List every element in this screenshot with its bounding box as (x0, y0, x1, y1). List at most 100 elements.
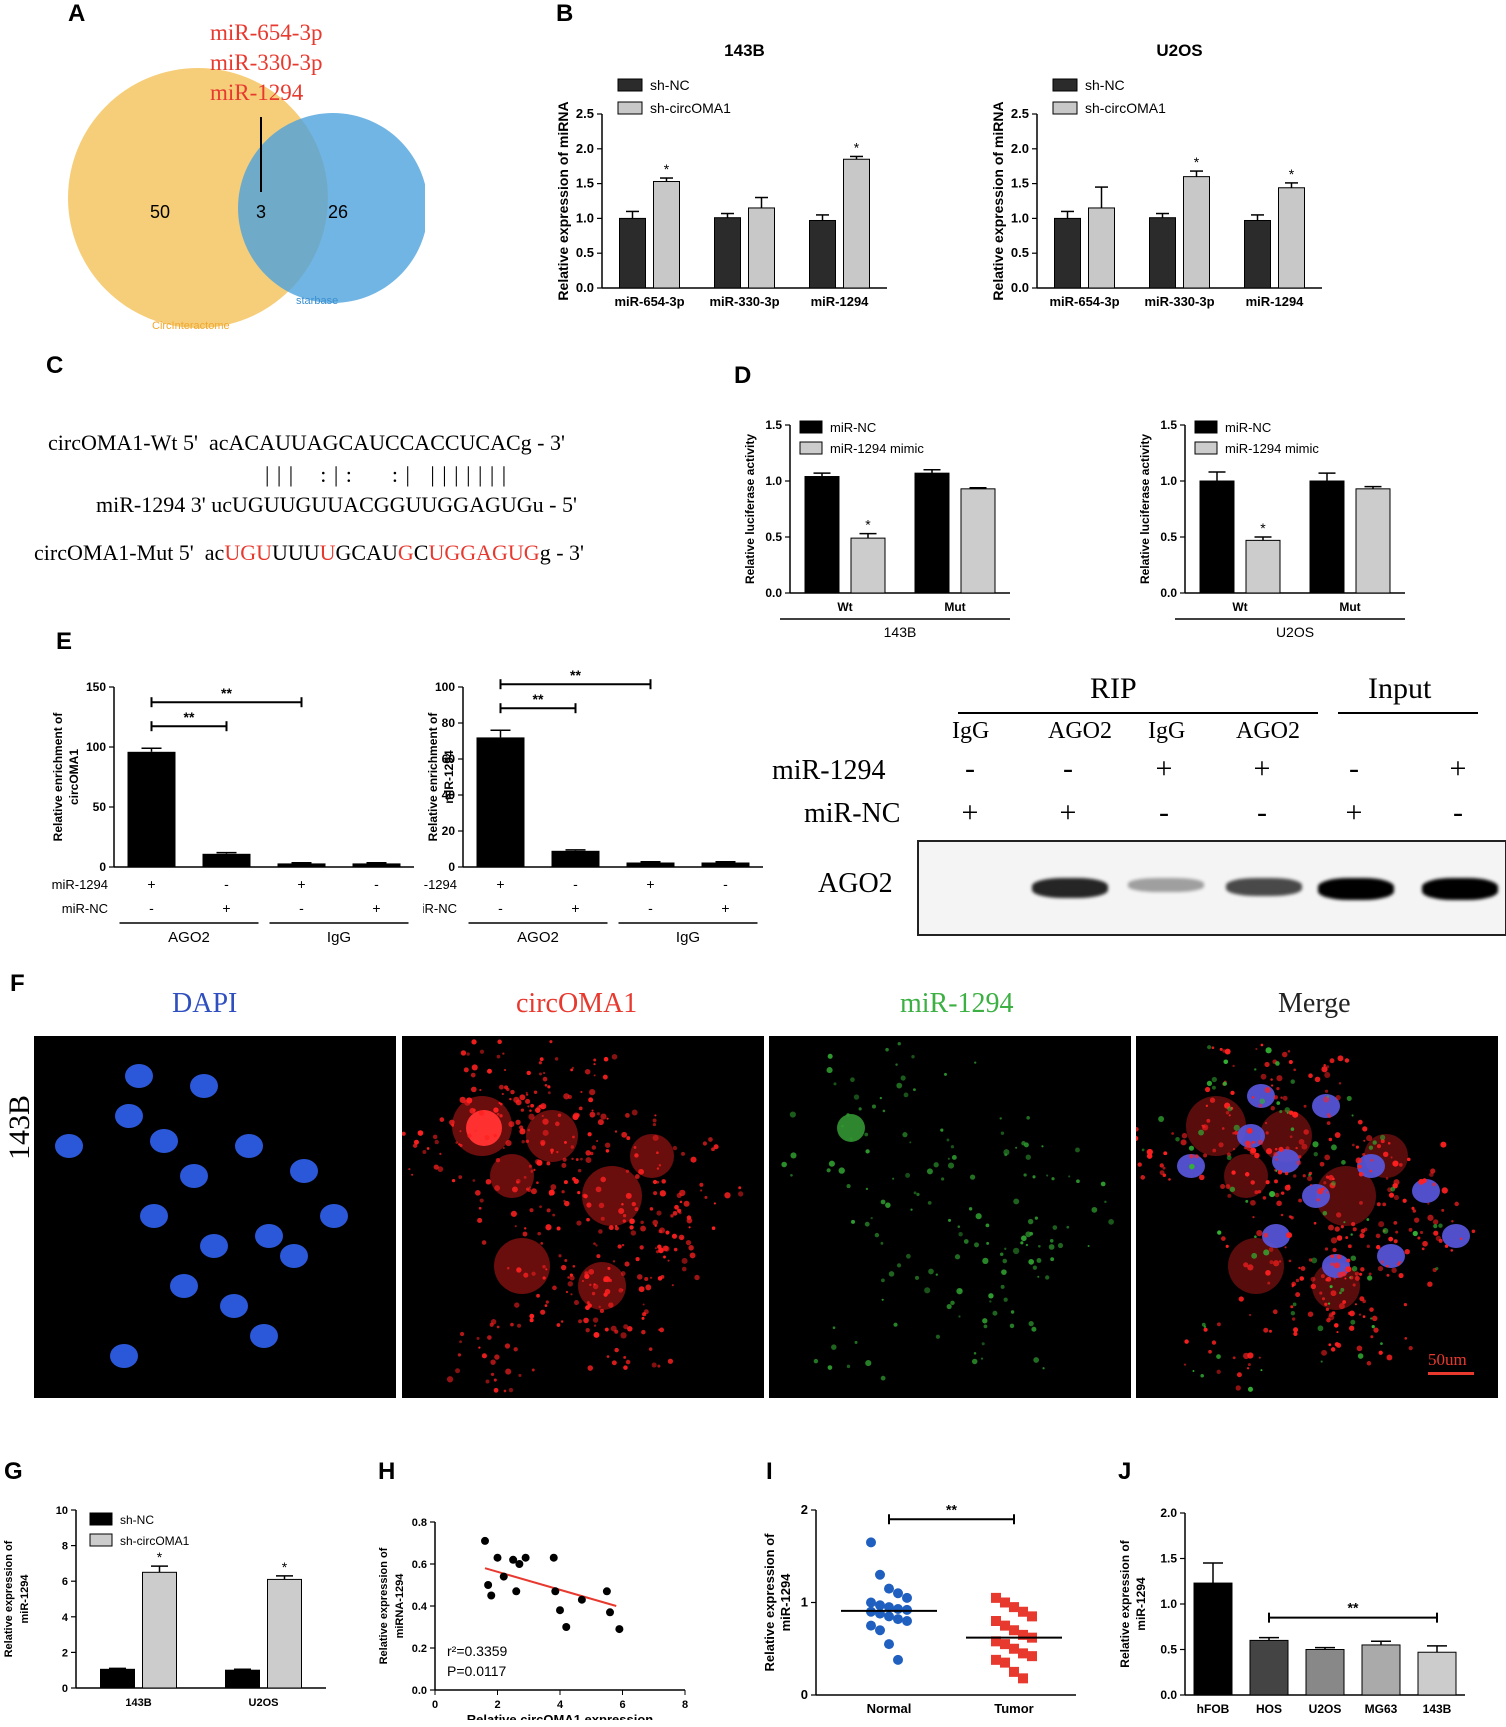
circ-signal (1298, 1139, 1305, 1145)
bar (748, 207, 775, 289)
circ-signal (446, 1376, 454, 1383)
mir-signal (928, 1268, 934, 1275)
mir-signal (963, 1239, 969, 1244)
circ-signal (638, 1286, 645, 1293)
circ-signal (437, 1166, 444, 1173)
mir-signal (933, 1162, 939, 1168)
y-tick-label: 0.0 (412, 1685, 427, 1697)
sign-row2: - (299, 900, 304, 916)
y-tick-label: 0.0 (1160, 586, 1177, 600)
circ-signal (1254, 1152, 1260, 1159)
circ-signal (627, 1326, 633, 1332)
circ-signal (680, 1236, 684, 1240)
mir-signal (958, 1315, 961, 1318)
y-tick-label: 20 (442, 824, 456, 838)
circ-signal (585, 1157, 592, 1164)
blot-sign-mir1294: - (965, 752, 975, 785)
mir-signal (1275, 1061, 1280, 1066)
circ-signal (607, 1266, 611, 1270)
chart-e-circoma1: 0 50 100 150 Relative enrichment of circOMA1 +… (51, 680, 414, 946)
circ-signal (1317, 1188, 1324, 1195)
circ-signal (588, 1097, 594, 1103)
circ-signal (1298, 1198, 1302, 1203)
circ-signal (1278, 1146, 1284, 1152)
circ-signal (625, 1192, 632, 1199)
circ-signal (656, 1167, 660, 1170)
sign-row1: + (496, 876, 504, 892)
mir-signal (879, 1096, 882, 1100)
mir-signal (946, 1303, 952, 1310)
circ-signal (653, 1191, 658, 1196)
circ-signal (1380, 1260, 1385, 1264)
circ-signal (1232, 1356, 1236, 1360)
data-point-tumor (991, 1636, 1001, 1647)
mir-signal (1223, 1059, 1229, 1065)
circ-signal (1181, 1132, 1188, 1139)
panel-label-i: I (766, 1458, 773, 1485)
circ-signal (528, 1113, 535, 1120)
circ-signal (509, 1097, 512, 1101)
circ-signal (575, 1158, 579, 1161)
circ-signal (1257, 1190, 1262, 1194)
circ-signal (1345, 1236, 1349, 1239)
circ-signal (540, 1242, 544, 1245)
circ-signal (641, 1329, 646, 1335)
annotation-r2: r²=0.3359 (447, 1643, 508, 1659)
circ-signal (563, 1093, 570, 1100)
mir-signal (968, 1207, 973, 1211)
circ-signal (578, 1106, 583, 1111)
y-tick-label: 100 (435, 680, 455, 694)
row2-label: miR-NC (423, 901, 457, 916)
mir-signal (906, 1253, 911, 1259)
mir-signal (1227, 1106, 1233, 1112)
circ-signal (713, 1144, 719, 1150)
mir-signal (1036, 1258, 1042, 1263)
y-axis-label: miR-1294 (442, 750, 456, 804)
mir-signal (789, 1111, 796, 1118)
circ-signal (704, 1195, 708, 1199)
x-tick-label: hFOB (1197, 1702, 1230, 1716)
fish-image-circoma1 (402, 1036, 764, 1398)
circ-signal (1309, 1183, 1313, 1187)
circ-signal (611, 1360, 617, 1366)
input-header: Input (1368, 672, 1432, 705)
circ-signal (592, 1317, 599, 1323)
circ-signal (1265, 1180, 1270, 1185)
venn-mirna-2: miR-330-3p (210, 50, 323, 75)
panel-label-g: G (4, 1458, 23, 1485)
chart-g: 0 2 4 6 8 10 Relative expression of miR-1294 * 14… (3, 1505, 326, 1709)
mir-signal (1207, 1045, 1212, 1050)
circ-signal (1276, 1075, 1283, 1082)
circ-signal (523, 1175, 527, 1179)
significance-marker: * (1260, 520, 1266, 536)
y-tick-label: 1 (801, 1595, 808, 1610)
mir-signal (1322, 1210, 1328, 1216)
mir-signal (975, 1213, 982, 1220)
circ-signal (596, 1254, 601, 1259)
circ-signal (1280, 1096, 1283, 1099)
seq-wt-row: circOMA1-Wt 5' acACAUUAGCAUCCACCUCACg - … (48, 430, 565, 456)
data-point-tumor (1000, 1597, 1010, 1608)
circ-signal (1268, 1247, 1274, 1252)
circ-signal (1359, 1272, 1363, 1276)
circ-signal (671, 1233, 678, 1239)
seq-mut-name: circOMA1-Mut 5' (34, 540, 194, 565)
circ-signal (510, 1089, 515, 1095)
circ-signal (1326, 1317, 1331, 1323)
seq-mut-row: circOMA1-Mut 5' acUGUUUUUGCAUGCUGGAGUGg … (34, 540, 584, 566)
circ-signal (402, 1131, 406, 1136)
circ-signal (1324, 1154, 1331, 1161)
circ-signal (472, 1108, 476, 1112)
circ-signal (636, 1274, 643, 1280)
circ-signal (649, 1207, 654, 1211)
significance-marker: * (282, 1559, 288, 1575)
data-point (577, 1595, 586, 1604)
bar (142, 1571, 177, 1689)
circ-signal (1296, 1160, 1302, 1166)
circ-signal (1427, 1202, 1430, 1205)
circ-signal (1280, 1191, 1285, 1195)
circ-signal (614, 1347, 619, 1353)
circ-signal (1419, 1230, 1424, 1235)
circ-signal (1432, 1219, 1439, 1225)
circ-signal (702, 1141, 708, 1146)
